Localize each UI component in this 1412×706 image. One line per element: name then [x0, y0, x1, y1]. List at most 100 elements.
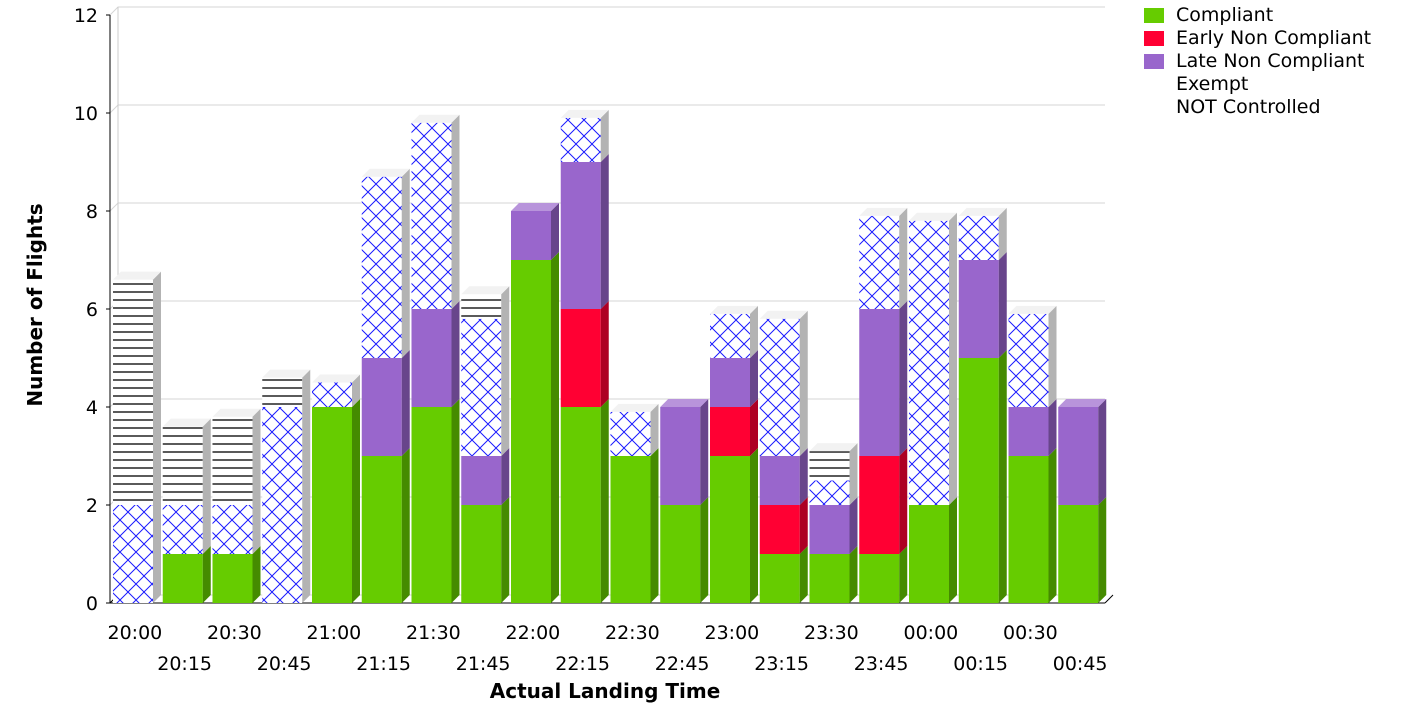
bar-side-compliant — [998, 350, 1007, 603]
bar-side-unfilled — [202, 418, 211, 554]
bar-side-compliant — [1048, 448, 1057, 603]
bar-segment-late-non-compliant — [660, 407, 701, 505]
bar-side-unfilled — [650, 403, 659, 456]
bar-side-unfilled — [401, 168, 410, 358]
bar-top — [361, 168, 410, 177]
x-tick-label: 21:00 — [306, 622, 361, 644]
bar-side-unfilled — [750, 305, 758, 358]
bar-side-late-non-compliant — [998, 252, 1007, 358]
y-tick-label: 12 — [74, 5, 98, 27]
bar-side-unfilled — [352, 374, 360, 407]
bar-side-unfilled — [998, 207, 1007, 260]
bar-side-unfilled — [501, 286, 510, 456]
bar-top — [1058, 399, 1107, 407]
bar-stack — [162, 418, 211, 603]
bar-segment-exempt — [560, 117, 601, 162]
bar-segment-compliant — [312, 407, 352, 603]
x-tick-label: 20:15 — [157, 653, 212, 675]
bar-segment-exempt — [113, 505, 153, 603]
bar-segment-exempt — [361, 176, 402, 358]
x-tick-label: 00:15 — [953, 653, 1008, 675]
legend: Compliant Early Non Compliant Late Non C… — [1142, 4, 1371, 119]
bar-side-late-non-compliant — [700, 399, 709, 505]
bar-side-unfilled — [949, 212, 957, 506]
x-tick-label: 22:15 — [555, 653, 610, 675]
bar-segment-compliant — [610, 456, 651, 603]
legend-label: Compliant — [1176, 4, 1274, 26]
bar-top — [162, 418, 211, 427]
y-tick-label: 2 — [86, 495, 98, 517]
bar-stack — [411, 114, 460, 603]
bar-segment-compliant — [809, 554, 850, 603]
bar-stack — [809, 443, 858, 603]
x-tick-label: 23:45 — [854, 653, 909, 675]
bar-side-late-non-compliant — [750, 350, 758, 407]
bar-segment-late-non-compliant — [1008, 407, 1049, 456]
bar-stack — [212, 408, 261, 603]
legend-swatch-not-controlled — [1144, 100, 1164, 115]
bar-stack — [511, 203, 559, 603]
bar-segment-not-controlled — [212, 416, 253, 505]
plot-area — [110, 7, 1113, 15]
bar-segment-compliant — [909, 505, 949, 603]
bar-stack — [958, 207, 1007, 603]
bar-segment-late-non-compliant — [361, 358, 402, 456]
bar-top — [660, 399, 709, 407]
bar-top — [958, 207, 1007, 216]
bar-segment-exempt — [710, 313, 750, 358]
bar-segment-late-non-compliant — [411, 309, 452, 407]
bar-segment-compliant — [511, 260, 551, 603]
bar-segment-late-non-compliant — [859, 309, 900, 456]
bar-top — [461, 286, 510, 295]
bar-segment-not-controlled — [162, 426, 203, 505]
legend-swatch-compliant — [1144, 8, 1164, 23]
bar-segment-compliant — [859, 554, 900, 603]
y-tick-label: 10 — [74, 103, 98, 125]
bar-stack — [262, 369, 311, 603]
bar-side-compliant — [501, 497, 510, 603]
bar-segment-late-non-compliant — [759, 456, 800, 505]
bar-segment-early-non-compliant — [560, 309, 601, 407]
bar-segment-not-controlled — [809, 451, 850, 481]
bar-segment-exempt — [759, 318, 800, 456]
bar-side-late-non-compliant — [1098, 399, 1107, 505]
bar-segment-exempt — [1008, 313, 1049, 407]
x-tick-label: 20:45 — [257, 653, 312, 675]
y-axis-title: Number of Flights — [23, 203, 47, 406]
legend-label: Late Non Compliant — [1176, 50, 1365, 72]
bar-segment-compliant — [212, 554, 253, 603]
bar-segment-exempt — [809, 480, 850, 505]
bar-stack — [461, 286, 510, 603]
bar-side-late-non-compliant — [501, 448, 510, 505]
bar-stack — [312, 374, 360, 603]
bar-segment-compliant — [759, 554, 800, 603]
bar-top — [411, 114, 460, 123]
bar-side-late-non-compliant — [1048, 399, 1057, 456]
bar-segment-early-non-compliant — [859, 456, 900, 554]
y-tick-label: 4 — [86, 397, 98, 419]
bar-top — [511, 203, 559, 211]
bar-top — [113, 271, 161, 280]
bar-segment-compliant — [162, 554, 203, 603]
bar-stack — [759, 310, 808, 603]
legend-swatch-exempt — [1144, 77, 1164, 92]
x-tick-label: 20:00 — [107, 622, 162, 644]
bar-segment-compliant — [660, 505, 701, 603]
bar-side-early-non-compliant — [899, 448, 908, 554]
bar-segment-compliant — [1058, 505, 1099, 603]
bar-segment-early-non-compliant — [710, 407, 750, 456]
bar-segment-compliant — [560, 407, 601, 603]
bar-stack — [560, 109, 609, 603]
legend-item-exempt: Exempt — [1142, 73, 1371, 96]
bar-side-compliant — [949, 497, 957, 603]
bar-segment-compliant — [1008, 456, 1049, 603]
bar-side-unfilled — [451, 114, 460, 309]
bar-stack — [610, 403, 659, 603]
x-tick-label: 00:30 — [1003, 622, 1058, 644]
x-tick-label: 22:45 — [655, 653, 710, 675]
bar-top — [710, 305, 758, 314]
bar-segment-compliant — [361, 456, 402, 603]
bar-side-early-non-compliant — [600, 301, 609, 407]
bar-side-compliant — [252, 546, 261, 603]
bar-stack — [660, 399, 709, 603]
